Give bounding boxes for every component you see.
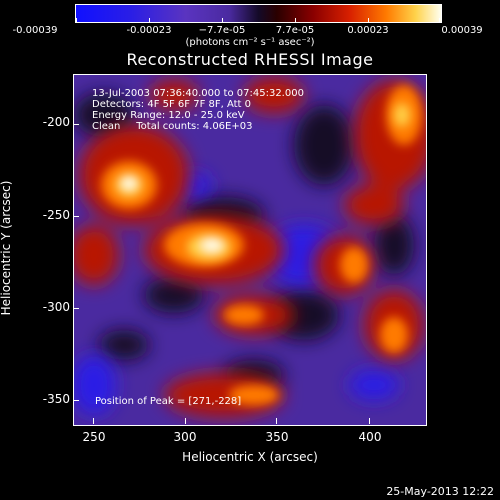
x-tick-label: 350 (265, 430, 289, 444)
y-tick-label: -250 (42, 208, 70, 222)
colorbar-label: -0.00039 (12, 25, 58, 36)
y-tick-label: -200 (42, 115, 70, 129)
colorbar-label: 7.7e-05 (275, 25, 315, 36)
colorbar-label: 0.00023 (347, 25, 389, 36)
time-range-text: 13-Jul-2003 07:36:40.000 to 07:45:32.000 (92, 88, 304, 99)
render-timestamp: 25-May-2013 12:22 (386, 485, 494, 498)
x-tick-label: 250 (82, 430, 106, 444)
energy-range-text: Energy Range: 12.0 - 25.0 keV (92, 110, 245, 121)
x-tick-label: 300 (173, 430, 197, 444)
peak-position-text: Position of Peak = [271,-228] (95, 396, 242, 407)
rhessi-image (73, 74, 427, 426)
x-axis-label: Heliocentric X (arcsec) (182, 450, 318, 464)
y-tick-label: -350 (42, 392, 70, 406)
rhessi-image-map (74, 75, 426, 425)
detectors-text: Detectors: 4F 5F 6F 7F 8F, Att 0 (92, 99, 252, 110)
colorbar (75, 4, 442, 23)
y-axis: -200 -250 -300 -350 (0, 0, 70, 500)
colorbar-label: 0.00039 (441, 25, 483, 36)
image-title: Reconstructed RHESSI Image (126, 50, 374, 69)
x-tick-label: 400 (358, 430, 382, 444)
colorbar-label: -0.00023 (126, 25, 172, 36)
clean-counts-text: Clean Total counts: 4.06E+03 (92, 121, 253, 132)
y-axis-label: Heliocentric Y (arcsec) (0, 180, 13, 316)
y-tick-label: -300 (42, 300, 70, 314)
colorbar-units: (photons cm⁻² s⁻¹ asec⁻²) (185, 37, 315, 48)
colorbar-label: −7.7e-05 (198, 25, 246, 36)
